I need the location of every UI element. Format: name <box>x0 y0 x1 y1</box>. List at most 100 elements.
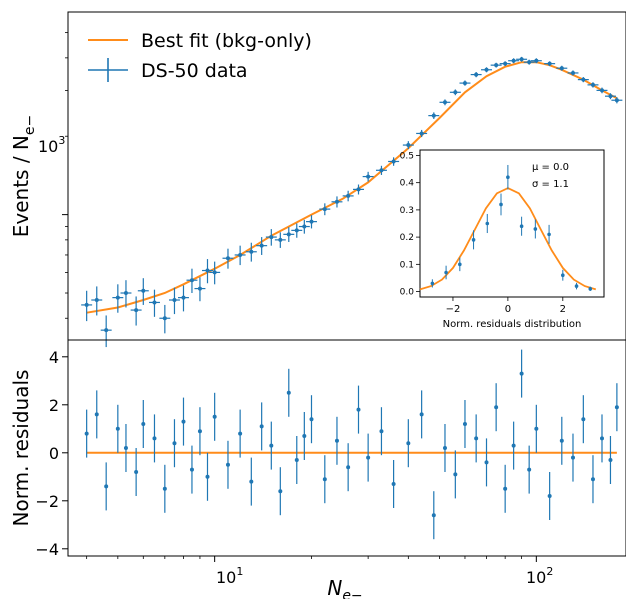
data-point <box>225 256 230 261</box>
bottom-ytick-label: −4 <box>35 540 59 559</box>
bottom-xlabel: Ne− <box>327 576 362 599</box>
data-point <box>419 131 424 136</box>
inset-point <box>533 227 538 231</box>
data-point <box>115 295 120 300</box>
data-point <box>141 288 146 293</box>
inset-annotation-mu: μ = 0.0 <box>532 162 569 173</box>
data-point <box>278 237 283 242</box>
data-point <box>570 70 575 75</box>
inset-ytick-label: 0.1 <box>400 260 414 270</box>
residual-point <box>294 458 299 462</box>
residual-point <box>346 465 351 470</box>
data-point <box>431 113 436 118</box>
inset-frame <box>419 149 605 298</box>
data-point <box>511 58 516 63</box>
residual-point <box>590 477 595 482</box>
data-point <box>181 295 186 300</box>
top-ylabel: Events / Ne− <box>9 115 38 237</box>
inset-point <box>588 287 593 291</box>
residual-point <box>172 441 177 446</box>
inset: 0.0 0.1 0.2 0.3 0.4 0.5 −2 0 2 μ = 0.0 σ = 1.1 N… <box>400 149 605 330</box>
inset-xtick-label: −2 <box>446 304 461 315</box>
residual-point <box>406 441 411 446</box>
residual-point <box>309 417 314 422</box>
inset-ytick-label: 0.3 <box>400 206 414 216</box>
residual-point <box>269 443 274 448</box>
residual-point <box>84 431 89 436</box>
inset-ytick-label: 0.0 <box>400 288 415 298</box>
data-point <box>599 88 604 93</box>
top-ytick-label: 103 <box>38 134 65 156</box>
residual-point <box>141 422 146 426</box>
top-ticks <box>62 32 68 319</box>
residual-point <box>123 446 128 450</box>
bottom-ytick-label: −2 <box>35 492 59 511</box>
bottom-panel-frame <box>67 339 626 557</box>
residual-point <box>559 438 564 443</box>
residual-point <box>134 470 139 474</box>
data-point <box>309 219 314 224</box>
inset-point <box>547 232 551 237</box>
inset-xtick-label: 2 <box>560 304 566 315</box>
inset-point <box>506 175 510 180</box>
data-point <box>322 207 327 212</box>
data-point <box>84 302 89 307</box>
data-point <box>205 268 210 273</box>
residual-point <box>189 467 194 472</box>
data-point <box>453 90 458 95</box>
inset-ytick-label: 0.4 <box>400 179 415 189</box>
data-point <box>366 174 371 179</box>
data-point <box>547 61 552 66</box>
inset-ticks: 0.0 0.1 0.2 0.3 0.4 0.5 −2 0 2 <box>400 151 566 315</box>
data-point <box>302 224 307 229</box>
residual-point <box>115 426 120 431</box>
bottom-ticks: −4 −2 0 2 4 <box>35 348 537 562</box>
residual-point <box>322 477 327 482</box>
residual-point <box>225 462 230 467</box>
bottom-ylabel: Norm. residuals <box>9 370 33 527</box>
data-point <box>581 77 586 82</box>
residual-point <box>94 412 99 417</box>
data-point <box>534 58 539 63</box>
residual-point <box>519 371 524 376</box>
residual-point <box>570 455 575 460</box>
data-point <box>527 60 532 65</box>
data-point <box>356 187 361 192</box>
data-point <box>259 243 264 248</box>
residual-point <box>238 431 243 436</box>
xtick-label-100: 102 <box>526 565 553 587</box>
residual-point <box>547 494 552 498</box>
data-point <box>123 291 128 296</box>
residual-point <box>484 460 489 465</box>
bottom-ytick-label: 4 <box>49 348 59 367</box>
data-point <box>494 63 499 68</box>
inset-plot-area <box>419 164 597 292</box>
residual-point <box>581 417 586 422</box>
inset-point <box>519 224 524 229</box>
residual-point <box>259 424 264 429</box>
residual-point <box>212 414 217 419</box>
data-point <box>269 235 274 240</box>
data-point <box>294 228 299 233</box>
bottom-panel: −4 −2 0 2 4 Norm. residuals 101 102 Ne− <box>9 339 626 599</box>
data-point <box>189 278 194 283</box>
residual-point <box>534 426 539 431</box>
inset-point <box>574 284 579 288</box>
data-point <box>197 286 202 291</box>
inset-point <box>444 270 448 275</box>
xtick-label-10: 101 <box>216 565 243 587</box>
residual-point <box>494 405 499 410</box>
residual-point <box>104 484 109 489</box>
legend: Best fit (bkg-only) DS-50 data <box>88 30 312 82</box>
residual-point <box>356 407 361 412</box>
data-point <box>614 98 619 103</box>
data-point <box>104 328 109 333</box>
residual-point <box>278 489 283 494</box>
data-point <box>334 199 339 204</box>
residual-point <box>599 436 604 441</box>
data-point <box>162 316 167 321</box>
residual-point <box>162 486 167 491</box>
inset-xtick-label: 0 <box>505 304 511 315</box>
residual-point <box>527 467 532 472</box>
